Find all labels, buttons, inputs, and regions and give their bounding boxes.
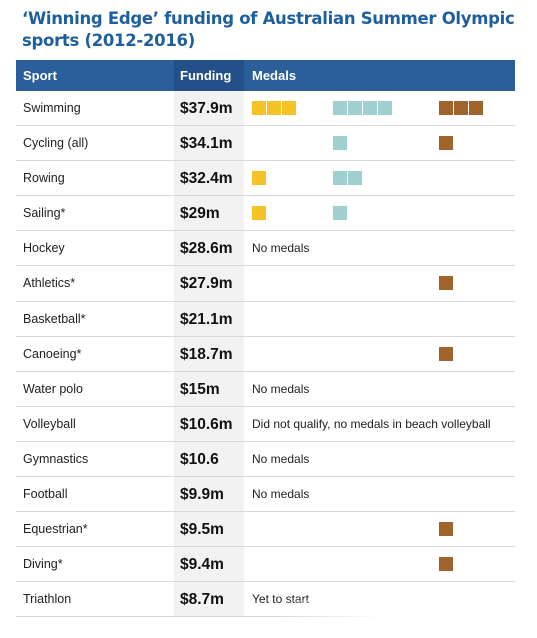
table-row: Gymnastics $10.6 No medals	[16, 441, 515, 478]
table-row: Athletics* $27.9m	[16, 266, 515, 302]
table-row: Cycling (all) $34.1m	[16, 126, 515, 162]
sport-name: Athletics*	[23, 276, 76, 291]
bronze-medal-marker	[439, 346, 453, 361]
sport-name: Cycling (all)	[23, 136, 89, 151]
funding-value: $28.6m	[180, 240, 233, 258]
funding-cell-bg	[174, 196, 244, 231]
medals-note: Did not qualify, no medals in beach voll…	[252, 416, 491, 431]
funding-value: $34.1m	[180, 135, 233, 153]
bronze-medal-marker	[469, 101, 483, 115]
table-row: Swimming $37.9m	[16, 91, 515, 127]
silver-medal-marker	[333, 171, 347, 186]
funding-value: $10.6	[180, 450, 219, 468]
table-row: Sailing* $29m	[16, 196, 515, 232]
gold-medal-marker	[267, 101, 281, 115]
sport-name: Triathlon	[23, 592, 72, 607]
table-header: Sport Funding Medals	[16, 60, 515, 91]
funding-cell-bg	[174, 512, 244, 547]
silver-medal-marker	[363, 101, 377, 115]
funding-value: $37.9m	[180, 100, 233, 117]
silver-medal-marker	[348, 101, 362, 115]
funding-table: Sport Funding Medals Swimming $37.9m Cycli…	[16, 60, 515, 618]
table-row: Diving* $9.4m	[16, 547, 515, 583]
funding-cell-bg	[174, 441, 244, 477]
funding-value: $9.4m	[180, 556, 224, 574]
sport-name: Gymnastics	[23, 451, 89, 466]
table-row: Basketball* $21.1m	[16, 301, 515, 337]
sport-name: Football	[23, 487, 68, 502]
funding-value: $29m	[180, 205, 220, 223]
bronze-medal-marker	[454, 101, 468, 115]
funding-cell-bg	[174, 547, 244, 582]
table-row: Water polo $15m No medals	[16, 371, 515, 407]
bottom-fade	[280, 600, 537, 638]
funding-header-bg	[174, 60, 244, 91]
funding-cell-bg	[174, 161, 244, 196]
funding-cell-bg	[174, 91, 244, 126]
medals-note: No medals	[252, 241, 310, 256]
table-row: Football $9.9m No medals	[16, 477, 515, 513]
funding-value: $8.7m	[180, 591, 224, 609]
chart-title: ‘Winning Edge’ funding of Australian Sum…	[22, 9, 515, 50]
table-body: Swimming $37.9m Cycling (all) $34.1m Rowing $…	[16, 91, 515, 618]
silver-medal-marker	[333, 101, 347, 115]
sport-name: Equestrian*	[23, 522, 88, 537]
bronze-medal-marker	[439, 101, 453, 115]
sport-column-header: Sport	[23, 68, 57, 83]
funding-value: $18.7m	[180, 345, 233, 363]
funding-cell-bg	[174, 371, 244, 406]
sport-name: Sailing*	[23, 206, 66, 221]
bronze-medal-marker	[439, 557, 453, 572]
funding-cell-bg	[174, 266, 244, 301]
sport-name: Rowing	[23, 171, 65, 186]
table-row: Hockey $28.6m No medals	[16, 231, 515, 267]
funding-value: $15m	[180, 380, 220, 398]
medals-note: No medals	[252, 381, 310, 396]
funding-cell-bg	[174, 406, 244, 441]
sport-name: Volleyball	[23, 416, 76, 431]
funding-value: $10.6m	[180, 415, 233, 433]
sport-name: Hockey	[23, 241, 65, 256]
funding-value: $9.9m	[180, 486, 224, 504]
funding-cell-bg	[174, 477, 244, 512]
silver-medal-marker	[348, 171, 362, 186]
medals-column-header: Medals	[252, 68, 297, 83]
gold-medal-marker	[282, 101, 296, 115]
table-row: Rowing $32.4m	[16, 161, 515, 197]
funding-cell-bg	[174, 582, 244, 617]
funding-value: $9.5m	[180, 521, 224, 539]
funding-column-header: Funding	[180, 68, 232, 83]
silver-medal-marker	[378, 101, 392, 115]
gold-medal-marker	[252, 171, 266, 186]
bronze-medal-marker	[439, 522, 453, 537]
gold-medal-marker	[252, 101, 266, 115]
funding-cell-bg	[174, 231, 244, 266]
funding-value: $32.4m	[180, 170, 233, 188]
sport-name: Water polo	[23, 381, 83, 396]
funding-value: $21.1m	[180, 310, 233, 328]
sport-name: Swimming	[23, 101, 81, 115]
table-row: Equestrian* $9.5m	[16, 512, 515, 548]
sport-name: Basketball*	[23, 311, 86, 326]
silver-medal-marker	[333, 206, 347, 221]
table-row: Canoeing* $18.7m	[16, 336, 515, 372]
sport-name: Canoeing*	[23, 346, 82, 361]
sport-name: Diving*	[23, 557, 63, 572]
medals-note: No medals	[252, 487, 310, 502]
funding-cell-bg	[174, 126, 244, 161]
funding-cell-bg	[174, 301, 244, 336]
silver-medal-marker	[333, 136, 347, 151]
bronze-medal-marker	[439, 276, 453, 291]
gold-medal-marker	[252, 206, 266, 221]
bronze-medal-marker	[439, 136, 453, 151]
funding-cell-bg	[174, 336, 244, 371]
table-row: Volleyball $10.6m Did not qualify, no meda…	[16, 406, 515, 442]
funding-value: $27.9m	[180, 275, 233, 293]
medals-note: No medals	[252, 451, 310, 466]
